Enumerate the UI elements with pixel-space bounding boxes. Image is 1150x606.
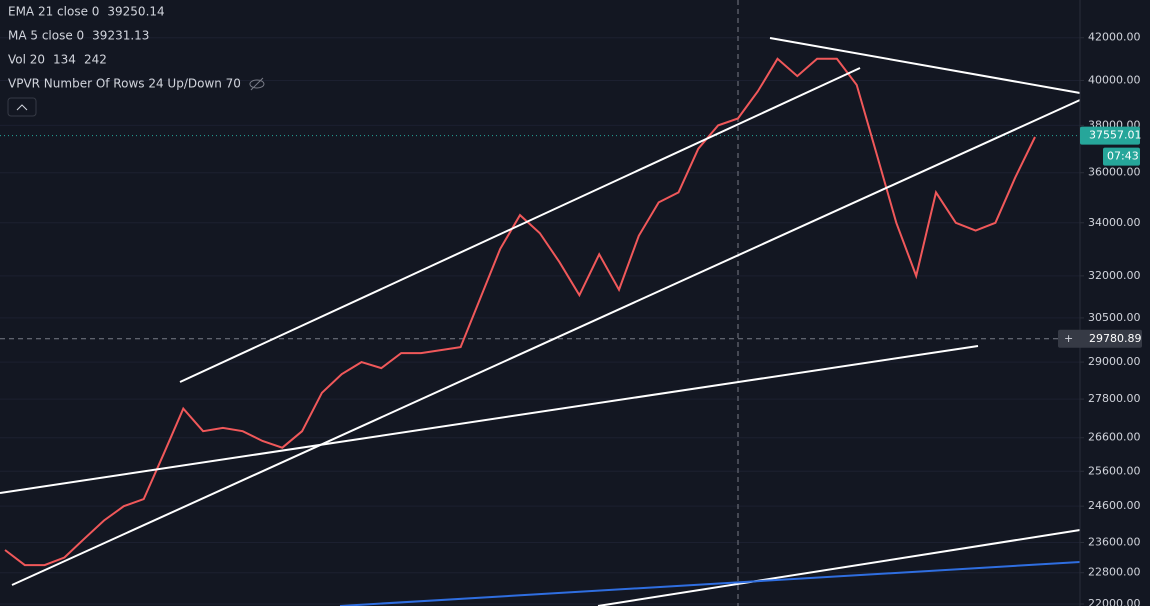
crosshair-plus: + (1064, 332, 1073, 345)
y-tick-label: 32000.00 (1088, 269, 1141, 282)
y-tick-label: 34000.00 (1088, 216, 1141, 229)
y-tick-label: 42000.00 (1088, 31, 1141, 44)
trend-line (597, 529, 1081, 606)
y-tick-label: 25600.00 (1088, 464, 1141, 477)
y-tick-label: 40000.00 (1088, 73, 1141, 86)
indicator-value: 134 (53, 53, 76, 67)
y-tick-label: 22000.00 (1088, 597, 1141, 606)
y-tick-label: 44000.00 (1088, 0, 1141, 3)
visibility-icon[interactable] (249, 77, 265, 91)
price-axis: 44000.0042000.0040000.0038000.0036000.00… (1058, 0, 1150, 606)
last-price-box (1080, 126, 1140, 145)
y-tick-label: 24600.00 (1088, 499, 1141, 512)
y-tick-label: 29000.00 (1088, 355, 1141, 368)
indicator-name: MA 5 close 0 (8, 29, 84, 43)
indicator-value: 39231.13 (92, 29, 149, 43)
y-tick-label: 23600.00 (1088, 536, 1141, 549)
indicator-name: EMA 21 close 0 (8, 5, 99, 19)
y-tick-label: 30500.00 (1088, 311, 1141, 324)
last-price-label: 37557.01 (1089, 129, 1142, 142)
trend-line (179, 67, 861, 383)
trend-line (11, 99, 1081, 586)
y-tick-label: 27800.00 (1088, 392, 1141, 405)
trend-lines (0, 37, 1081, 606)
series (4, 57, 1036, 567)
price-line (4, 57, 1036, 567)
eye-slash (250, 77, 264, 91)
countdown-label: 07:43 (1107, 150, 1139, 163)
eye-shape (249, 79, 265, 89)
y-tick-label: 26600.00 (1088, 431, 1141, 444)
y-tick-label: 22800.00 (1088, 566, 1141, 579)
countdown-box (1103, 147, 1140, 166)
trend-line-blue (339, 561, 1081, 606)
indicator-name: Vol 20 (8, 53, 45, 67)
indicator-value: 39250.14 (107, 5, 164, 19)
indicator-value: 242 (84, 53, 107, 67)
trend-line (0, 345, 979, 494)
indicator-legend: EMA 21 close 0 39250.14 MA 5 close 0 39231.… (8, 5, 265, 91)
y-tick-label: 36000.00 (1088, 166, 1141, 179)
trend-line (769, 37, 1081, 94)
crosshair-price-box (1058, 329, 1142, 348)
collapse-icon (16, 104, 28, 111)
crosshair-price-label: 29780.89 (1089, 332, 1142, 345)
axis-background (1080, 0, 1150, 606)
indicator-name: VPVR Number Of Rows 24 Up/Down 70 (8, 77, 241, 91)
collapse-button[interactable] (7, 97, 37, 117)
